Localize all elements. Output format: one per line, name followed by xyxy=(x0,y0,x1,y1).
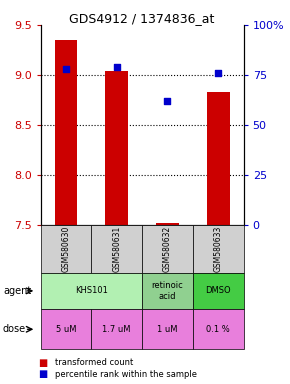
Text: GSM580630: GSM580630 xyxy=(61,225,70,272)
Bar xyxy=(207,92,230,225)
Text: GSM580631: GSM580631 xyxy=(112,225,121,272)
Text: percentile rank within the sample: percentile rank within the sample xyxy=(55,370,197,379)
Bar xyxy=(55,40,77,225)
Text: 1.7 uM: 1.7 uM xyxy=(102,325,131,334)
Text: transformed count: transformed count xyxy=(55,358,133,367)
Bar xyxy=(156,223,179,225)
Point xyxy=(64,66,68,72)
Text: ■: ■ xyxy=(38,369,47,379)
Text: dose: dose xyxy=(3,324,26,334)
Text: agent: agent xyxy=(3,286,31,296)
Text: KHS101: KHS101 xyxy=(75,286,108,295)
Point xyxy=(165,98,170,104)
Text: ■: ■ xyxy=(38,358,47,368)
Bar xyxy=(105,71,128,225)
Text: 1 uM: 1 uM xyxy=(157,325,178,334)
Text: 0.1 %: 0.1 % xyxy=(206,325,230,334)
Text: 5 uM: 5 uM xyxy=(56,325,76,334)
Point xyxy=(216,70,220,76)
Point xyxy=(114,64,119,70)
Text: GSM580633: GSM580633 xyxy=(214,225,223,272)
Text: GSM580632: GSM580632 xyxy=(163,225,172,272)
Text: GDS4912 / 1374836_at: GDS4912 / 1374836_at xyxy=(69,12,215,25)
Text: retinoic
acid: retinoic acid xyxy=(152,281,183,301)
Text: DMSO: DMSO xyxy=(205,286,231,295)
